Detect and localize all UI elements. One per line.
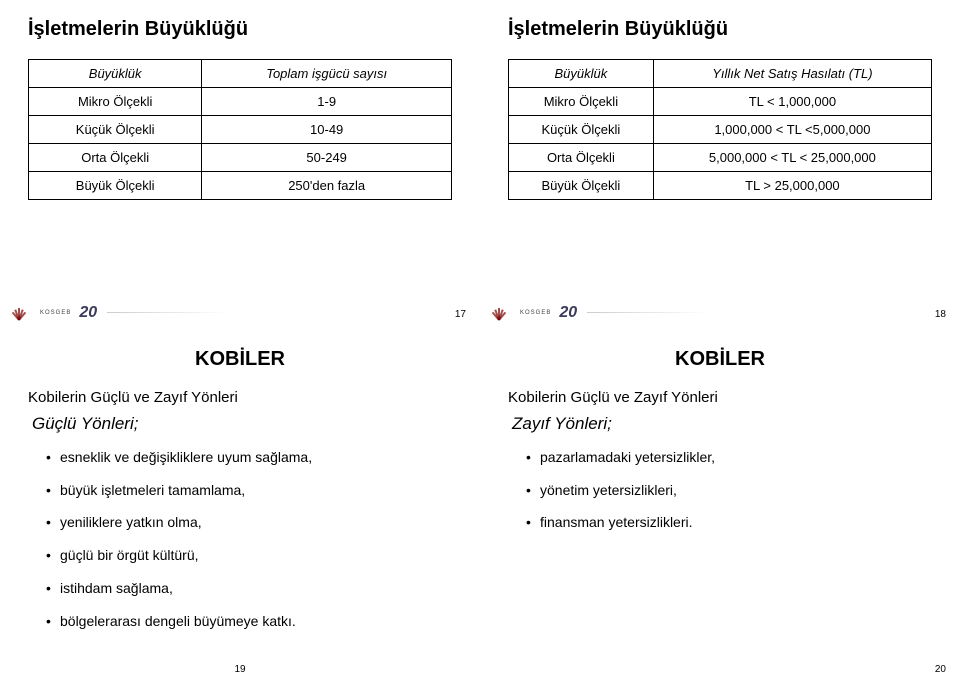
slide-title: KOBİLER bbox=[508, 348, 932, 371]
col-header: Toplam işgücü sayısı bbox=[202, 60, 452, 88]
cell: TL < 1,000,000 bbox=[653, 88, 931, 116]
logo-rule bbox=[107, 312, 227, 313]
table-revenue: Büyüklük Yıllık Net Satış Hasılatı (TL) … bbox=[508, 59, 932, 200]
bullet-list: pazarlamadaki yetersizlikler, yönetim ye… bbox=[508, 448, 932, 533]
slide-grid: İşletmelerin Büyüklüğü Büyüklük Toplam i… bbox=[0, 0, 960, 685]
table-row: Büyük Ölçekli 250'den fazla bbox=[29, 172, 452, 200]
table-row: Küçük Ölçekli 1,000,000 < TL <5,000,000 bbox=[509, 116, 932, 144]
list-item: pazarlamadaki yetersizlikler, bbox=[526, 448, 932, 467]
page-number: 18 bbox=[935, 309, 946, 320]
list-item: yeniliklere yatkın olma, bbox=[46, 513, 452, 532]
cell: Küçük Ölçekli bbox=[29, 116, 202, 144]
list-item: büyük işletmeleri tamamlama, bbox=[46, 481, 452, 500]
logo-rule bbox=[587, 312, 707, 313]
slide-20: KOBİLER Kobilerin Güçlü ve Zayıf Yönleri… bbox=[480, 330, 960, 685]
cell: 5,000,000 < TL < 25,000,000 bbox=[653, 144, 931, 172]
logo-twenty: 20 bbox=[79, 304, 97, 322]
list-item: istihdam sağlama, bbox=[46, 579, 452, 598]
slide-title: İşletmelerin Büyüklüğü bbox=[28, 18, 452, 41]
table-workforce: Büyüklük Toplam işgücü sayısı Mikro Ölçe… bbox=[28, 59, 452, 200]
cell: 1,000,000 < TL <5,000,000 bbox=[653, 116, 931, 144]
list-item: yönetim yetersizlikleri, bbox=[526, 481, 932, 500]
table-row: Orta Ölçekli 5,000,000 < TL < 25,000,000 bbox=[509, 144, 932, 172]
cell: 50-249 bbox=[202, 144, 452, 172]
col-header: Yıllık Net Satış Hasılatı (TL) bbox=[653, 60, 931, 88]
cell: Orta Ölçekli bbox=[29, 144, 202, 172]
list-item: finansman yetersizlikleri. bbox=[526, 513, 932, 532]
subheading: Kobilerin Güçlü ve Zayıf Yönleri bbox=[508, 389, 932, 406]
list-item: esneklik ve değişikliklere uyum sağlama, bbox=[46, 448, 452, 467]
table-row: Mikro Ölçekli TL < 1,000,000 bbox=[509, 88, 932, 116]
list-item: bölgelerarası dengeli büyümeye katkı. bbox=[46, 612, 452, 631]
subheading: Kobilerin Güçlü ve Zayıf Yönleri bbox=[28, 389, 452, 406]
col-header: Büyüklük bbox=[29, 60, 202, 88]
table-row: Orta Ölçekli 50-249 bbox=[29, 144, 452, 172]
lead-line: Güçlü Yönleri; bbox=[32, 414, 452, 434]
cell: Küçük Ölçekli bbox=[509, 116, 654, 144]
logo-twenty: 20 bbox=[559, 304, 577, 322]
kosgeb-logo: KOSGEB 20 bbox=[490, 304, 707, 322]
cell: 10-49 bbox=[202, 116, 452, 144]
logo-fan-icon bbox=[490, 306, 514, 320]
col-header: Büyüklük bbox=[509, 60, 654, 88]
bullet-list: esneklik ve değişikliklere uyum sağlama,… bbox=[28, 448, 452, 631]
logo-brand-text: KOSGEB bbox=[520, 310, 551, 316]
cell: TL > 25,000,000 bbox=[653, 172, 931, 200]
kosgeb-logo: KOSGEB 20 bbox=[10, 304, 227, 322]
table-row: Küçük Ölçekli 10-49 bbox=[29, 116, 452, 144]
cell: Mikro Ölçekli bbox=[29, 88, 202, 116]
slide-title: KOBİLER bbox=[28, 348, 452, 371]
slide-title: İşletmelerin Büyüklüğü bbox=[508, 18, 932, 41]
slide-17: İşletmelerin Büyüklüğü Büyüklük Toplam i… bbox=[0, 0, 480, 330]
logo-fan-icon bbox=[10, 306, 34, 320]
cell: 1-9 bbox=[202, 88, 452, 116]
logo-brand-text: KOSGEB bbox=[40, 310, 71, 316]
slide-19: KOBİLER Kobilerin Güçlü ve Zayıf Yönleri… bbox=[0, 330, 480, 685]
slide-18: İşletmelerin Büyüklüğü Büyüklük Yıllık N… bbox=[480, 0, 960, 330]
list-item: güçlü bir örgüt kültürü, bbox=[46, 546, 452, 565]
cell: Mikro Ölçekli bbox=[509, 88, 654, 116]
cell: 250'den fazla bbox=[202, 172, 452, 200]
table-row: Mikro Ölçekli 1-9 bbox=[29, 88, 452, 116]
cell: Orta Ölçekli bbox=[509, 144, 654, 172]
cell: Büyük Ölçekli bbox=[509, 172, 654, 200]
cell: Büyük Ölçekli bbox=[29, 172, 202, 200]
lead-line: Zayıf Yönleri; bbox=[512, 414, 932, 434]
page-number: 20 bbox=[935, 664, 946, 675]
page-number: 19 bbox=[234, 664, 245, 675]
page-number: 17 bbox=[455, 309, 466, 320]
table-row: Büyük Ölçekli TL > 25,000,000 bbox=[509, 172, 932, 200]
